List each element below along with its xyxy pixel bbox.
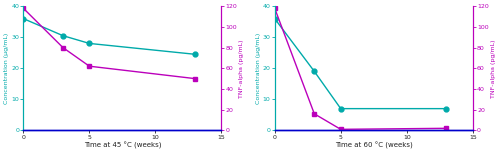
X-axis label: Time at 45 °C (weeks): Time at 45 °C (weeks) xyxy=(84,142,161,149)
Y-axis label: Concentration (µg/mL): Concentration (µg/mL) xyxy=(256,33,260,104)
Y-axis label: TNF-alpha (pg/mL): TNF-alpha (pg/mL) xyxy=(240,39,244,97)
Y-axis label: TNF-alpha (pg/mL): TNF-alpha (pg/mL) xyxy=(491,39,496,97)
Y-axis label: Concentration (µg/mL): Concentration (µg/mL) xyxy=(4,33,9,104)
X-axis label: Time at 60 °C (weeks): Time at 60 °C (weeks) xyxy=(335,142,412,149)
